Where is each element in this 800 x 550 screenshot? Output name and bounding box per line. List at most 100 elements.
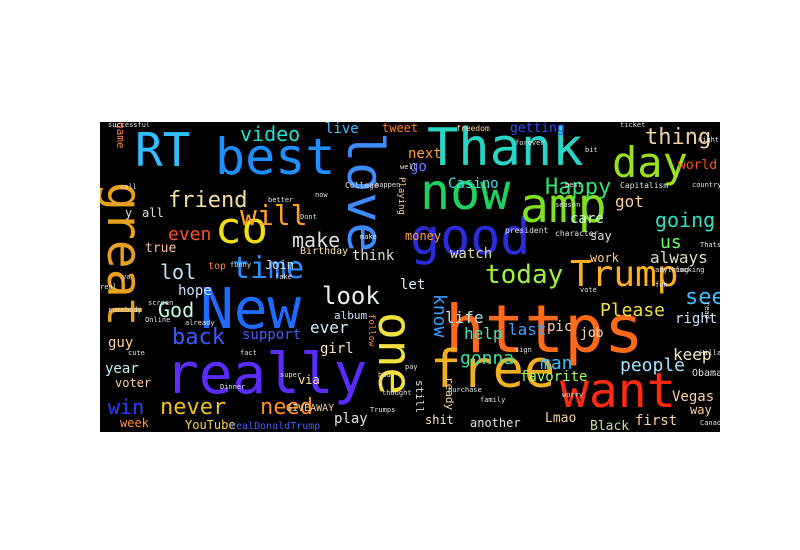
word-dinner: Dinner — [220, 383, 246, 391]
word-hillary: Hillary — [700, 349, 720, 357]
word-character: character — [555, 229, 599, 238]
word-will: will — [240, 199, 308, 232]
word-way: way — [690, 403, 712, 417]
word-even: even — [168, 224, 212, 245]
word-video: video — [240, 122, 301, 146]
word-bad: bad — [378, 371, 391, 379]
word-us: us — [660, 232, 682, 253]
word-fucking: fucking — [675, 266, 705, 274]
word-all: all — [142, 206, 164, 220]
word-obama: Obama — [692, 368, 720, 379]
word-successful: successful — [108, 122, 151, 129]
word-favorite: favorite — [520, 369, 588, 385]
word-going: going — [655, 208, 716, 232]
word-sign: sign — [515, 346, 532, 354]
word-https: https — [445, 291, 644, 368]
word-win: win — [108, 395, 145, 419]
word-dont: Dont — [300, 213, 317, 221]
word-worry: worry — [562, 391, 584, 399]
word-trump: Trump — [570, 254, 679, 295]
word-ready: ready — [443, 377, 456, 411]
word-playing: Playing — [396, 177, 406, 215]
word-read: read — [703, 302, 711, 319]
word-year: year — [105, 361, 139, 377]
word-top: top — [208, 261, 227, 272]
word-one: one — [368, 312, 422, 396]
word-need: need — [260, 395, 313, 420]
word-freedom: freedom — [456, 124, 490, 133]
word-trumps: Trumps — [370, 406, 396, 414]
word-hope: hope — [178, 283, 212, 299]
word-funny: funny — [230, 261, 252, 269]
word-another: another — [470, 416, 521, 430]
word-want: want — [560, 363, 676, 419]
word-best: best — [215, 128, 336, 186]
word-best: best — [565, 181, 582, 189]
word-good: good — [410, 208, 531, 266]
word-free: free — [430, 340, 556, 400]
word-already: already — [185, 319, 215, 327]
word-last: last — [508, 320, 547, 339]
word-president: president — [505, 226, 549, 235]
word-join: Join — [265, 258, 294, 272]
word-now: now — [420, 163, 511, 221]
word-tweet: tweet — [382, 122, 419, 135]
word-getting: getting — [510, 122, 565, 136]
word-capitalism: Capitalism — [620, 181, 669, 190]
word-well: well — [400, 163, 417, 171]
word-thats: Thats — [700, 241, 720, 249]
word-happen: happen — [375, 181, 401, 189]
word-man: man — [540, 353, 573, 374]
word-via: via — [298, 373, 320, 387]
word-work: work — [590, 251, 619, 265]
word-country: country — [692, 181, 720, 189]
word-care: care — [570, 211, 604, 227]
word-girl: girl — [320, 341, 354, 357]
word-please: Please — [600, 300, 666, 321]
word-ever: ever — [310, 318, 349, 337]
word-fun: fun — [655, 281, 668, 289]
word-realdonaldtrump: realDonaldTrump — [230, 421, 321, 432]
word-always: always — [650, 248, 708, 267]
word-purchase: purchase — [448, 386, 482, 394]
word-gonna: gonna — [460, 348, 515, 369]
word-follow: follow — [366, 314, 376, 347]
word-support: support — [242, 327, 302, 343]
word-people: people — [620, 355, 686, 376]
word-friend: friend — [168, 188, 248, 213]
word-black: Black — [590, 419, 630, 432]
word-real: real — [100, 283, 117, 291]
word-look: look — [322, 282, 380, 310]
word-say: say — [590, 229, 612, 243]
word-next: next — [408, 146, 442, 162]
word-lmao: Lmao — [545, 411, 577, 426]
word-job: job — [580, 326, 604, 341]
word-really: really — [165, 342, 368, 407]
word-season: season — [555, 201, 581, 209]
word-think: think — [352, 248, 395, 264]
word-super: super — [280, 371, 302, 379]
word-live: live — [325, 122, 359, 137]
word-ticket: ticket — [620, 122, 646, 129]
word-album: album — [334, 309, 368, 322]
word-make: make — [360, 233, 377, 241]
word-lol: lol — [160, 260, 197, 284]
word-amp: amp — [520, 178, 607, 234]
word-giveaway: GIVEAWAY — [286, 403, 335, 414]
word-god: God — [158, 298, 195, 322]
word-thing: thing — [645, 125, 712, 150]
word-night: night — [698, 136, 720, 144]
word-never: never — [160, 395, 227, 420]
word-vote: vote — [580, 286, 597, 294]
word-fact: fact — [240, 349, 257, 357]
word-make: make — [292, 228, 341, 252]
word-love: love — [336, 132, 394, 253]
word-screen: screen — [148, 299, 174, 307]
word-fake: fake — [275, 273, 292, 281]
word-family: family — [480, 396, 506, 404]
word-help: help — [464, 324, 503, 343]
word-cute: cute — [128, 349, 145, 357]
word-know: know — [429, 294, 450, 338]
word-somebody: somebody — [108, 306, 142, 314]
word-online: Online — [145, 316, 171, 324]
